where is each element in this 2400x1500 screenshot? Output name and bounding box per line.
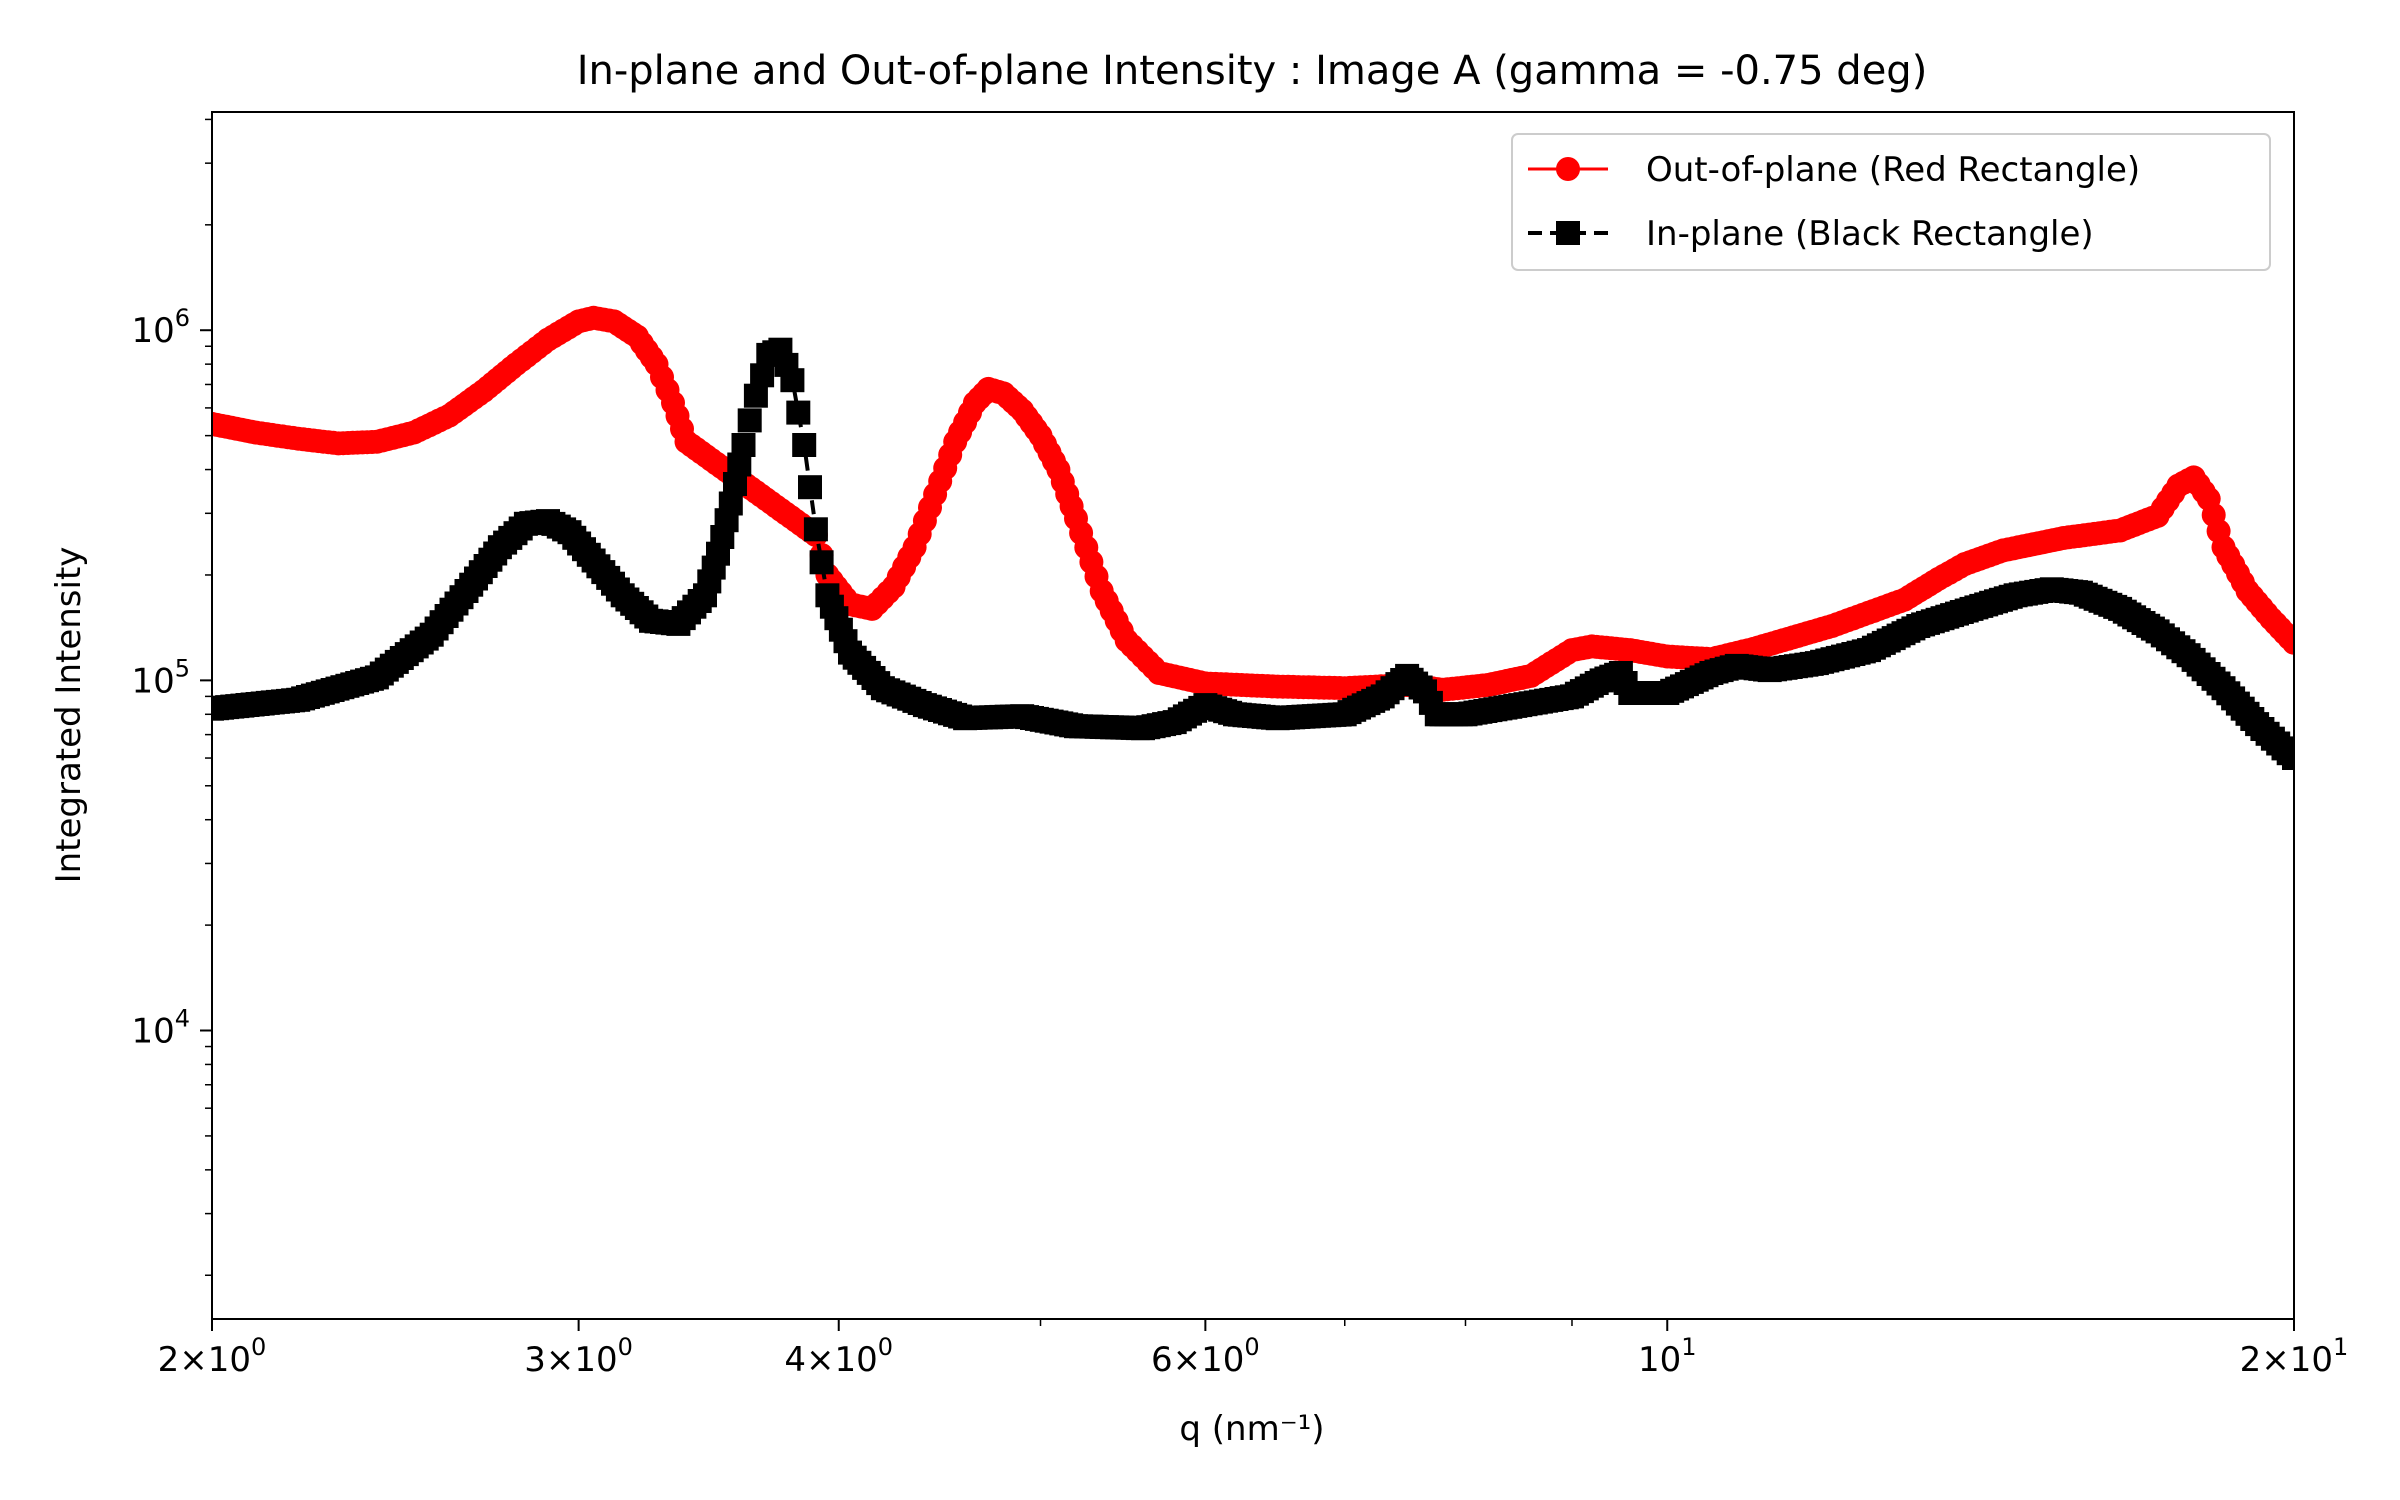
x-tick-label: 3×100 bbox=[524, 1333, 633, 1380]
data-point bbox=[798, 475, 822, 500]
plot-frame bbox=[211, 111, 2295, 1320]
data-point bbox=[786, 400, 811, 425]
data-point bbox=[2282, 746, 2294, 770]
x-axis-label: q (nm⁻¹) bbox=[1179, 1409, 1324, 1449]
legend: Out-of-plane (Red Rectangle) In-plane (B… bbox=[1511, 133, 2271, 271]
data-point bbox=[780, 368, 805, 393]
data-point bbox=[737, 408, 762, 433]
x-tick-label: 4×100 bbox=[784, 1333, 893, 1380]
x-tick-label: 6×100 bbox=[1151, 1333, 1260, 1380]
data-point bbox=[803, 517, 828, 542]
data-point bbox=[809, 550, 834, 575]
chart-title: In-plane and Out-of-plane Intensity : Im… bbox=[577, 48, 1928, 94]
y-tick-label: 104 bbox=[131, 1005, 190, 1052]
data-point bbox=[792, 433, 817, 457]
legend-marker-in-plane bbox=[1556, 221, 1580, 245]
data-point bbox=[2282, 630, 2294, 655]
legend-box bbox=[1511, 133, 2271, 271]
y-tick-label: 105 bbox=[131, 654, 190, 701]
legend-label-out-of-plane: Out-of-plane (Red Rectangle) bbox=[1646, 150, 2140, 190]
legend-marker-out-of-plane bbox=[1556, 157, 1580, 181]
x-tick-label: 2×100 bbox=[158, 1333, 267, 1380]
data-point bbox=[743, 383, 768, 408]
series-out-of-plane bbox=[212, 305, 2294, 702]
data-point bbox=[731, 433, 756, 457]
x-tick-label: 2×101 bbox=[2240, 1333, 2349, 1380]
y-axis-label: Integrated Intensity bbox=[49, 547, 89, 884]
y-tick-label: 106 bbox=[131, 304, 190, 351]
series-in-plane bbox=[212, 337, 2294, 770]
x-tick-label: 101 bbox=[1638, 1333, 1697, 1380]
legend-label-in-plane: In-plane (Black Rectangle) bbox=[1646, 214, 2094, 254]
data-point bbox=[750, 363, 775, 388]
